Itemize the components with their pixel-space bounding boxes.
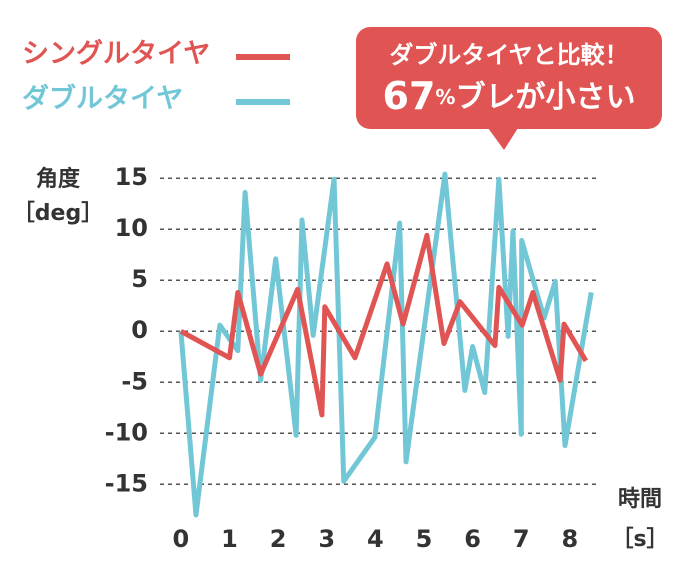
callout-line1: ダブルタイヤと比較！ xyxy=(389,41,628,69)
x-tick-label: 4 xyxy=(367,525,384,553)
x-tick-label: 2 xyxy=(270,525,287,553)
x-tick-label: 0 xyxy=(173,525,190,553)
x-axis-label: 時間 xyxy=(618,487,662,512)
legend-label: ダブルタイヤ xyxy=(22,83,183,115)
x-axis-unit: ［s］ xyxy=(611,526,668,552)
x-tick-label: 6 xyxy=(464,525,481,553)
series-line xyxy=(179,232,589,418)
x-tick-label: 1 xyxy=(221,525,238,553)
callout-part: ブレが小さい xyxy=(455,80,635,115)
y-tick-label: -5 xyxy=(121,367,148,395)
legend-label: シングルタイヤ xyxy=(22,38,210,70)
y-tick-label: 10 xyxy=(115,214,148,242)
y-tick-label: 0 xyxy=(131,316,148,344)
callout-part: % xyxy=(435,85,455,109)
callout-part: 67 xyxy=(383,74,436,118)
callout-box xyxy=(356,27,662,129)
y-axis-unit: ［deg］ xyxy=(13,200,103,226)
callout-tail xyxy=(488,128,518,150)
x-tick-label: 3 xyxy=(318,525,335,553)
x-tick-label: 5 xyxy=(416,525,433,553)
x-tick-label: 7 xyxy=(513,525,530,553)
y-tick-label: -15 xyxy=(105,469,148,497)
x-tick-label: 8 xyxy=(562,525,579,553)
series-line xyxy=(178,171,594,518)
y-tick-label: -10 xyxy=(105,418,148,446)
y-tick-label: 5 xyxy=(131,265,148,293)
y-axis-label: 角度 xyxy=(36,166,81,192)
y-tick-label: 15 xyxy=(115,163,148,191)
callout-line2: 67%ブレが小さい xyxy=(383,74,636,118)
